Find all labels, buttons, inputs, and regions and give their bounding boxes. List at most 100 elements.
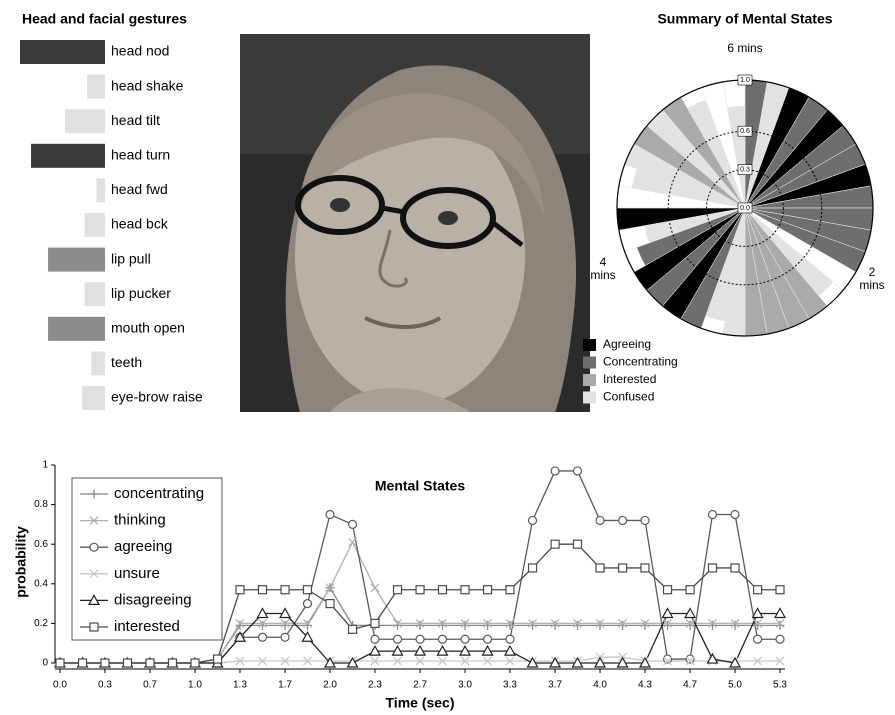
data-point <box>461 621 470 630</box>
data-point <box>708 621 717 630</box>
data-point <box>573 621 582 630</box>
data-point <box>708 564 716 572</box>
figure-canvas: Head and facial gestures Summary of Ment… <box>0 0 895 715</box>
data-point <box>303 586 311 594</box>
y-tick-label: 0 <box>42 658 48 669</box>
data-point <box>56 659 64 667</box>
x-tick-label: 4.7 <box>683 680 697 691</box>
data-point <box>438 621 447 630</box>
data-point <box>349 520 357 528</box>
figure: Head and facial gestures Summary of Ment… <box>0 0 895 715</box>
x-tick-label: 5.3 <box>773 680 787 691</box>
legend-label: Concentrating <box>603 355 678 369</box>
legend-swatch <box>583 357 596 369</box>
data-point <box>573 540 581 548</box>
legend-swatch <box>583 374 596 386</box>
data-point <box>259 633 267 641</box>
chart-title: Summary of Mental States <box>657 11 832 27</box>
bar <box>82 386 105 410</box>
data-point <box>776 635 784 643</box>
data-point <box>528 621 537 630</box>
bar-label: lip pull <box>111 250 151 266</box>
r-tick-label: 0.0 <box>740 205 750 212</box>
time-annotation: 2 mins <box>857 266 887 292</box>
bar-label: teeth <box>111 354 142 370</box>
data-point <box>281 621 290 630</box>
data-point <box>236 586 244 594</box>
bar-label: eye-brow raise <box>111 389 203 405</box>
data-point <box>619 564 627 572</box>
x-axis-label: Time (sec) <box>386 695 455 711</box>
data-point <box>438 586 446 594</box>
data-point <box>124 659 132 667</box>
x-tick-label: 2.7 <box>413 680 427 691</box>
data-point <box>371 619 379 627</box>
data-point <box>326 600 334 608</box>
data-point <box>146 659 154 667</box>
bar <box>20 40 105 64</box>
y-tick-label: 0.6 <box>34 539 48 550</box>
bar <box>97 178 106 202</box>
data-point <box>506 635 514 643</box>
data-point <box>461 635 469 643</box>
data-point <box>551 540 559 548</box>
data-point <box>506 586 514 594</box>
bar <box>48 248 105 272</box>
data-point <box>619 516 627 524</box>
data-point <box>483 621 492 630</box>
legend-label: thinking <box>114 512 166 529</box>
x-tick-label: 1.0 <box>188 680 202 691</box>
data-point <box>551 467 559 475</box>
data-point <box>664 586 672 594</box>
r-tick-label: 0.3 <box>740 166 750 173</box>
legend-label: concentrating <box>114 485 204 502</box>
data-point <box>618 621 627 630</box>
data-point <box>731 564 739 572</box>
legend-swatch <box>583 339 596 351</box>
data-point <box>349 625 357 633</box>
legend-marker <box>90 543 98 551</box>
bar-label: head shake <box>111 77 184 93</box>
legend-box <box>72 478 222 640</box>
data-point <box>776 586 784 594</box>
bar <box>87 75 105 99</box>
data-point <box>281 633 289 641</box>
legend-marker <box>90 623 98 631</box>
data-point <box>596 621 605 630</box>
legend-label: agreeing <box>114 538 172 555</box>
bar-label: head tilt <box>111 112 160 128</box>
legend-label: Agreeing <box>603 337 651 351</box>
data-point <box>394 635 402 643</box>
bar-label: lip pucker <box>111 285 171 301</box>
legend-label: unsure <box>114 565 160 582</box>
bar-label: head nod <box>111 43 169 59</box>
data-point <box>281 586 289 594</box>
data-point <box>303 600 311 608</box>
time-annotation: 4 mins <box>588 256 618 282</box>
data-point <box>303 621 312 630</box>
r-tick-label: 1.0 <box>740 77 750 84</box>
data-point <box>349 538 357 546</box>
data-point <box>529 564 537 572</box>
data-point <box>731 511 739 519</box>
y-tick-label: 0.2 <box>34 618 48 629</box>
bar <box>85 213 105 237</box>
bar-label: mouth open <box>111 320 185 336</box>
x-tick-label: 2.3 <box>368 680 382 691</box>
x-tick-label: 4.3 <box>638 680 652 691</box>
legend-label: Confused <box>603 390 654 404</box>
y-tick-label: 0.8 <box>34 499 48 510</box>
bar <box>85 282 105 306</box>
data-point <box>259 586 267 594</box>
data-point <box>707 654 717 663</box>
y-axis-label: probability <box>13 526 29 598</box>
data-point <box>686 586 694 594</box>
data-point <box>438 635 446 643</box>
data-point <box>416 635 424 643</box>
data-point <box>596 564 604 572</box>
legend-swatch <box>583 392 596 404</box>
data-point <box>484 586 492 594</box>
x-tick-label: 1.3 <box>233 680 247 691</box>
face-photo <box>240 34 590 412</box>
data-point <box>416 621 425 630</box>
